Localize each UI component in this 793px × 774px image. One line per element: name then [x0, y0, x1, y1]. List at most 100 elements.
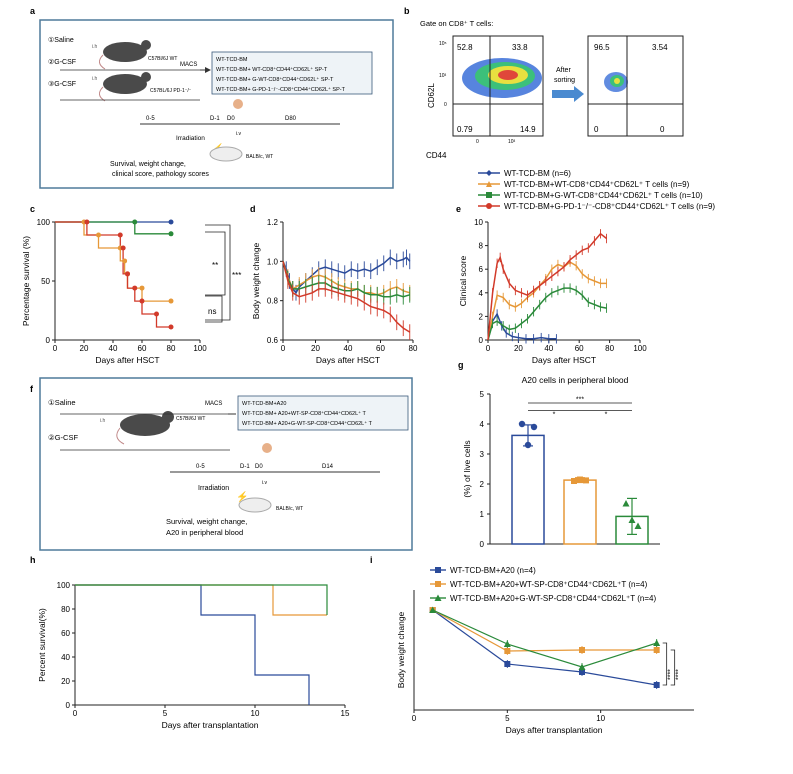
data-point-i — [653, 639, 661, 646]
data-point-i — [504, 661, 511, 667]
legend-label-top-3: WT-TCD-BM+G-PD-1⁻/⁻-CD8⁺CD44⁺CD62L⁺ T ce… — [504, 202, 715, 211]
panel-a: a ①Saline ②G-CSF ③G-CSF i.h i.h C57Bl/6J… — [30, 6, 394, 189]
legend-label-i-2: WT-TCD-BM+A20+G-WT-SP-CD8⁺CD44⁺CD62L⁺T (… — [450, 594, 656, 603]
survival-marker-c — [84, 219, 90, 225]
x-tick-label-e: 80 — [605, 344, 614, 353]
x-axis-label-e: Days after HSCT — [532, 355, 596, 365]
x-tick-label-h: 0 — [73, 709, 78, 718]
day-label-a4: D80 — [285, 116, 297, 122]
iv-label-a: i.v — [236, 131, 242, 137]
chart-c: 0 20 40 60 80 100 0 50 100 Days after HSCT Percent… — [21, 218, 207, 365]
y-tick-label-c: 50 — [41, 277, 50, 286]
series-line-i-1 — [432, 609, 657, 652]
irradiation-label-a: Irradiation — [176, 135, 205, 142]
survival-marker-c — [168, 324, 174, 330]
y-tick-label-c: 0 — [46, 336, 51, 345]
outcome-a-1: Survival, weight change, — [110, 161, 186, 168]
survival-marker-c — [168, 231, 174, 237]
x-axis-label-i: Days after transplantation — [506, 725, 603, 735]
group-f-gcsf: ②G-CSF — [48, 433, 78, 442]
data-point-g — [628, 516, 636, 523]
x-tick-label-i: 0 — [412, 714, 417, 723]
y-axis-label-h: Percent survival(%) — [37, 608, 47, 682]
sig-label-g: * — [605, 412, 608, 419]
ytick-b-1: 10⁵ — [439, 41, 447, 47]
day-label-a2: D-1 — [210, 116, 220, 122]
data-point-i — [653, 682, 660, 688]
chart-i: 0 5 10 Days after transplantation Body weigh… — [396, 590, 694, 735]
x-tick-label-h: 10 — [251, 709, 260, 718]
survival-marker-c — [96, 232, 101, 238]
sig-label-i: **** — [676, 669, 683, 680]
sig-label-g: * — [553, 412, 556, 419]
y-tick-label-h: 100 — [57, 581, 71, 590]
panel-h-letter: h — [30, 555, 36, 565]
y-axis-label-d: Body weight change — [251, 242, 261, 319]
flow-ylabel: CD62L — [427, 83, 436, 108]
x-tick-label-c: 60 — [138, 344, 147, 353]
data-point-i — [504, 648, 511, 654]
sig-c-2: *** — [232, 271, 241, 280]
day-label-f4: D14 — [322, 464, 334, 470]
injection-label-a2: i.h — [92, 76, 98, 82]
y-axis-label-g: (%) of live cells — [462, 440, 472, 497]
legend-marker-i — [435, 567, 441, 573]
x-tick-label-e: 100 — [633, 344, 647, 353]
series-line-e-0 — [487, 312, 557, 341]
chart-h: 0 5 10 15 0 20 40 60 80 100 Days after transplanta… — [37, 581, 350, 730]
data-point-g — [530, 423, 538, 431]
injection-label-f: i.h — [100, 418, 106, 424]
xtick-b-1: 0 — [476, 139, 479, 145]
after-sorting-2: sorting — [554, 77, 575, 84]
legend-marker-i — [435, 581, 441, 587]
data-point-i — [503, 640, 511, 647]
x-tick-label-c: 80 — [167, 344, 176, 353]
recipient-mouse-icon-f — [238, 497, 272, 513]
day-label-f2: D-1 — [240, 464, 250, 470]
y-axis-label-e: Clinical score — [458, 255, 468, 306]
y-tick-label-c: 100 — [37, 218, 51, 227]
group-line-a3: WT-TCD-BM+ G-WT-CD8⁺CD44⁺CD62L⁺ SP-T — [216, 76, 334, 83]
chart-d: 0 20 40 60 80 0.6 0.8 1.0 1.2 Days after HSCT Body… — [251, 218, 418, 365]
sig-c-3: ns — [208, 307, 216, 316]
survival-marker-c — [122, 258, 128, 264]
series-line-d-1 — [282, 261, 411, 296]
outcome-f-2: A20 in peripheral blood — [166, 528, 243, 537]
outcome-a-2: clinical score, pathology scores — [112, 171, 209, 178]
y-axis-label-i: Body weight change — [396, 611, 406, 688]
flow-plot-after — [587, 35, 684, 137]
y-tick-label-g: 4 — [480, 420, 485, 429]
irradiation-label-f: Irradiation — [198, 485, 229, 492]
flow-xlabel: CD44 — [426, 151, 447, 160]
series-line-h-2 — [75, 584, 328, 615]
series-line-e-3 — [487, 232, 608, 341]
group-line-f2: WT-TCD-BM+ A20+WT-SP-CD8⁺CD44⁺CD62L⁺ T — [242, 410, 366, 417]
sig-label-g: *** — [576, 396, 584, 403]
survival-marker-c — [154, 311, 159, 317]
y-axis-label-c: Percentage survival (%) — [21, 236, 31, 326]
x-tick-label-i: 10 — [596, 714, 605, 723]
y-tick-label-d: 1.2 — [267, 218, 279, 227]
data-point-g — [577, 476, 583, 483]
survival-marker-c — [139, 285, 145, 291]
data-point-g — [583, 477, 589, 484]
density-blob-peak — [498, 70, 518, 80]
x-tick-label-c: 0 — [53, 344, 58, 353]
day-label-a1: 0-5 — [146, 116, 155, 122]
quad-before-q1: 52.8 — [457, 43, 473, 52]
group-box-a — [211, 51, 373, 95]
legend-label-i-1: WT-TCD-BM+A20+WT-SP-CD8⁺CD44⁺CD62L⁺T (n=… — [450, 580, 648, 589]
series-line-i-0 — [432, 609, 657, 686]
sig-bracket-i — [662, 642, 668, 686]
legend-label-top-1: WT-TCD-BM+WT-CD8⁺CD44⁺CD62L⁺ T cells (n=… — [504, 180, 690, 189]
survival-marker-c — [132, 219, 138, 225]
quad-before-q2: 33.8 — [512, 43, 528, 52]
x-axis-label-h: Days after transplantation — [162, 720, 259, 730]
legend-i: WT-TCD-BM+A20 (n=4) WT-TCD-BM+A20+WT-SP-C… — [430, 566, 656, 603]
panel-f-letter: f — [30, 384, 34, 394]
survival-marker-c — [139, 298, 145, 304]
panel-g-letter: g — [458, 360, 464, 370]
x-tick-label-e: 20 — [514, 344, 523, 353]
legend-marker-top — [486, 203, 492, 209]
x-tick-label-c: 20 — [80, 344, 89, 353]
